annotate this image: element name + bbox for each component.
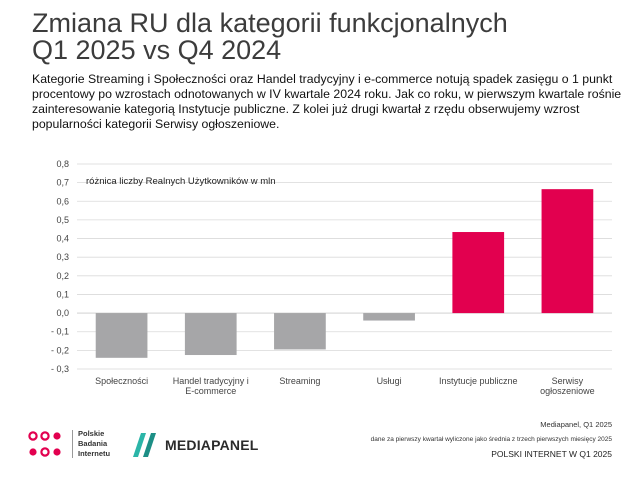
x-tick-label: Handel tradycyjny i [173, 376, 249, 386]
report-name: POLSKI INTERNET W Q1 2025 [491, 449, 612, 459]
unit-label: różnica liczby Realnych Użytkowników w m… [86, 176, 276, 187]
y-tick-label: 0,2 [56, 271, 69, 281]
pbi-line-3: Internetu [78, 449, 111, 458]
y-tick-label: 0,6 [56, 196, 69, 206]
bar [452, 232, 505, 314]
y-tick-label: 0,0 [56, 308, 69, 318]
bar [184, 313, 237, 356]
pbi-line-1: Polskie [78, 429, 105, 438]
y-tick-label: 0,3 [56, 252, 69, 262]
y-tick-label: 0,7 [56, 178, 69, 188]
lead-paragraph: Kategorie Streaming i Społeczności oraz … [32, 72, 622, 131]
y-tick-labels: - 0,3 - 0,2 - 0,1 0,0 0,1 0,2 0,3 0,4 0,5 0,6 0,7 0… [51, 159, 69, 374]
mediapanel-mark-icon [133, 433, 156, 457]
y-tick-label: 0,5 [56, 215, 69, 225]
x-tick-label: Instytucje publiczne [439, 376, 518, 386]
source-note: Mediapanel, Q1 2025 [540, 420, 612, 429]
bar [274, 313, 326, 350]
x-tick-label: ogłoszeniowe [540, 386, 595, 396]
x-tick-label: Streaming [279, 376, 320, 386]
pbi-dots-icon [28, 431, 61, 457]
y-tick-label: - 0,2 [51, 345, 69, 355]
y-tick-label: - 0,3 [51, 364, 69, 374]
page-title: Zmiana RU dla kategorii funkcjonalnych Q… [32, 10, 632, 64]
methodology-note: dane za pierwszy kwartał wyliczone jako … [370, 436, 612, 443]
grid-lines [77, 163, 612, 370]
y-tick-label: 0,8 [56, 159, 69, 169]
bar [541, 189, 594, 314]
polskie-badania-internetu-logo: Polskie Badania Internetu [28, 428, 123, 462]
x-tick-label: Społeczności [95, 376, 148, 386]
y-tick-label: 0,4 [56, 234, 69, 244]
title-line-2: Q1 2025 vs Q4 2024 [32, 35, 282, 65]
x-tick-label: E-commerce [185, 386, 236, 396]
pbi-line-2: Badania [78, 439, 108, 448]
x-tick-labels: Społeczności Handel tradycyjny iE-commerc… [95, 376, 595, 396]
bar [95, 313, 148, 358]
x-tick-label: Usługi [377, 376, 402, 386]
bars [95, 189, 594, 358]
mediapanel-logo: MEDIAPANEL [130, 429, 258, 461]
mediapanel-wordmark: MEDIAPANEL [165, 437, 259, 453]
title-line-1: Zmiana RU dla kategorii funkcjonalnych [32, 8, 508, 38]
bar [363, 313, 415, 321]
logo-separator [72, 430, 73, 458]
y-tick-label: 0,1 [56, 289, 69, 299]
y-tick-label: - 0,1 [51, 327, 69, 337]
pbi-wordmark: Polskie Badania Internetu [78, 429, 110, 459]
x-tick-label: Serwisy [552, 376, 584, 386]
